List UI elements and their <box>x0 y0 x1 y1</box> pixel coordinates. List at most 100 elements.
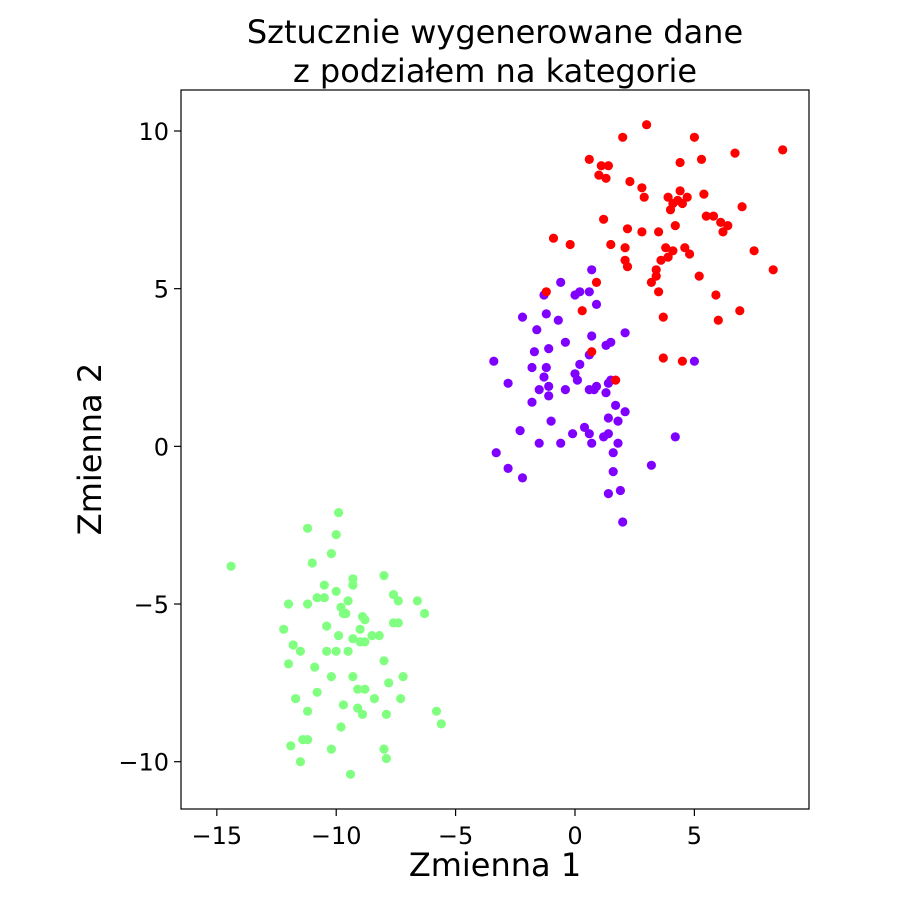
data-point <box>348 574 358 584</box>
data-point <box>560 337 571 347</box>
data-point <box>503 378 513 388</box>
data-point <box>319 580 329 590</box>
data-point <box>322 646 332 656</box>
data-point <box>677 356 688 366</box>
data-point <box>345 769 356 779</box>
data-point <box>379 656 389 666</box>
data-point <box>603 378 614 388</box>
data-point <box>548 233 559 243</box>
data-point <box>553 315 563 325</box>
data-point <box>716 217 726 227</box>
data-point <box>723 221 733 231</box>
data-point <box>658 353 668 363</box>
data-point <box>288 640 298 650</box>
data-point <box>615 485 626 496</box>
data-points <box>226 120 788 779</box>
data-point <box>675 186 685 196</box>
data-point <box>303 706 313 716</box>
data-point <box>539 372 549 382</box>
data-point <box>307 558 317 568</box>
data-point <box>768 265 778 275</box>
data-point <box>646 277 657 287</box>
data-point <box>701 211 711 221</box>
chart-title-line-2: z podziałem na kategorie <box>293 52 697 90</box>
chart-title-line-1: Sztucznie wygenerowane dane <box>247 13 743 51</box>
data-point <box>303 523 313 533</box>
data-point <box>622 262 633 272</box>
data-point <box>319 593 329 603</box>
data-point <box>546 416 556 426</box>
data-point <box>620 407 630 417</box>
data-point <box>608 448 618 458</box>
data-point <box>374 631 384 641</box>
data-point <box>603 413 614 423</box>
y-tick-label: 5 <box>154 276 169 304</box>
x-tick-label: −10 <box>311 822 362 850</box>
data-point <box>639 192 649 202</box>
data-point <box>694 271 704 281</box>
data-point <box>556 277 566 287</box>
data-point <box>334 631 344 641</box>
data-point <box>527 362 537 373</box>
data-point <box>577 306 587 316</box>
data-point <box>730 148 740 158</box>
data-point <box>331 646 341 656</box>
data-point <box>622 224 633 234</box>
data-point <box>312 687 322 697</box>
data-point <box>591 277 602 287</box>
data-point <box>603 489 614 499</box>
data-point <box>381 709 391 720</box>
data-point <box>591 381 602 391</box>
data-point <box>420 608 430 619</box>
data-point <box>594 170 604 180</box>
data-point <box>515 426 525 436</box>
data-point <box>534 438 544 448</box>
data-point <box>613 438 623 448</box>
data-point <box>696 154 707 164</box>
data-point <box>322 621 332 631</box>
y-tick-label: 10 <box>138 118 169 146</box>
data-point <box>699 189 709 199</box>
data-point <box>295 757 305 767</box>
data-point <box>369 694 379 704</box>
data-point <box>544 344 554 354</box>
data-point <box>436 719 446 729</box>
data-point <box>381 753 391 764</box>
data-point <box>591 299 602 309</box>
data-point <box>331 530 341 540</box>
data-point <box>735 306 745 316</box>
data-point <box>711 290 721 300</box>
data-point <box>398 672 408 682</box>
data-point <box>529 347 540 357</box>
data-point <box>654 287 664 297</box>
data-point <box>279 624 289 634</box>
data-point <box>310 662 320 672</box>
data-point <box>708 211 719 221</box>
y-axis-ticks: −10 −5 0 5 10 <box>118 118 181 777</box>
data-point <box>283 659 294 669</box>
data-point <box>343 596 353 606</box>
data-point <box>651 271 661 281</box>
data-point <box>527 397 537 407</box>
data-point <box>565 239 575 250</box>
data-point <box>336 722 346 732</box>
data-point <box>584 287 594 297</box>
data-point <box>587 438 597 448</box>
data-point <box>544 381 554 391</box>
data-point <box>348 672 358 682</box>
data-point <box>749 246 759 256</box>
data-point <box>618 132 628 142</box>
data-point <box>625 176 635 187</box>
data-point <box>603 429 614 439</box>
data-point <box>663 252 673 262</box>
data-point <box>384 678 394 688</box>
data-point <box>312 593 322 603</box>
data-point <box>388 590 399 600</box>
data-point <box>379 571 389 581</box>
data-point <box>291 694 301 704</box>
data-point <box>603 161 614 171</box>
data-point <box>661 243 671 253</box>
data-point <box>587 331 597 341</box>
data-point <box>575 359 585 369</box>
